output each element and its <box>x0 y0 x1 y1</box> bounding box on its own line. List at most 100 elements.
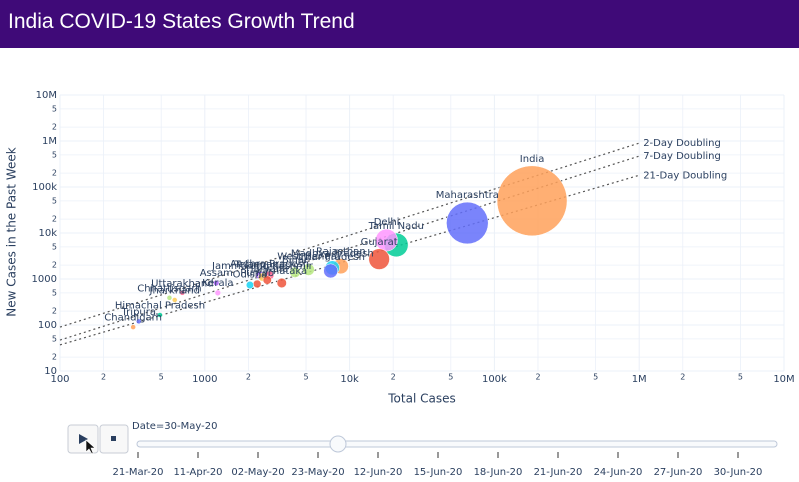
x-tick-label: 2 <box>680 373 685 382</box>
slider-current-label: Date=30-May-20 <box>132 421 217 432</box>
play-icon <box>79 434 88 444</box>
bubble <box>252 279 262 289</box>
bubble <box>130 324 136 330</box>
slider-step-label: 02-May-20 <box>231 467 284 478</box>
bubble <box>157 312 163 318</box>
bubble-label: Kerala <box>202 278 233 289</box>
x-tick-label: 1000 <box>192 374 217 385</box>
x-tick-label: 5 <box>738 373 743 382</box>
slider-step-label: 21-Mar-20 <box>113 467 164 478</box>
y-tick-label: 2 <box>52 215 57 224</box>
y-tick-label: 5 <box>52 334 57 343</box>
bubble-label: Telangana <box>233 259 285 270</box>
x-tick-label: 1M <box>632 374 647 385</box>
bubble-label: Rajasthan <box>316 247 366 258</box>
x-tick-label: 5 <box>159 373 164 382</box>
doubling-line <box>59 174 640 346</box>
bubble <box>496 165 568 237</box>
header: India COVID-19 States Growth Trend <box>0 0 799 48</box>
bubble <box>289 266 301 278</box>
bubble-label: Punjab <box>240 268 274 279</box>
slider-handle[interactable] <box>329 435 347 453</box>
bubble <box>166 295 173 301</box>
bubble-label: Karnataka <box>256 266 307 277</box>
bubble-label: Haryana <box>246 264 288 275</box>
slider-step-label: 24-Jun-20 <box>594 467 643 478</box>
bubble <box>245 281 254 289</box>
y-tick-label: 5 <box>52 104 57 113</box>
bubble <box>368 248 390 270</box>
slider-step-label: 23-May-20 <box>291 467 344 478</box>
bubble-label: Jharkhand <box>149 285 200 296</box>
bubble <box>136 318 142 325</box>
x-tick-label: 10k <box>340 374 359 385</box>
y-tick-label: 2 <box>52 261 57 270</box>
bubble-label: Tripura <box>121 307 156 318</box>
cursor <box>85 439 96 455</box>
slider-step-label: 18-Jun-20 <box>474 467 523 478</box>
page-title: India COVID-19 States Growth Trend <box>8 10 355 33</box>
slider-step-label: 15-Jun-20 <box>414 467 463 478</box>
bubble-label: Uttar Pradesh <box>296 252 365 263</box>
y-tick-label: 100 <box>38 320 57 331</box>
bubble-label: Gujarat <box>361 237 398 248</box>
bubble <box>214 289 221 296</box>
stop-icon <box>111 436 116 441</box>
x-tick-label: 100k <box>482 374 507 385</box>
x-tick-label: 2 <box>246 373 251 382</box>
y-tick-label: 1M <box>42 136 57 147</box>
y-tick-label: 5 <box>52 242 57 251</box>
bubble-label: India <box>520 154 545 165</box>
x-tick-label: 2 <box>535 373 540 382</box>
doubling-label: 7-Day Doubling <box>643 151 721 162</box>
bubble-label: Tamil Nadu <box>368 221 424 232</box>
y-tick-label: 2 <box>52 353 57 362</box>
slider-step-label: 27-Jun-20 <box>654 467 703 478</box>
bubble-label: Chhattisgarh <box>137 283 201 294</box>
bubble-label: Bihar <box>282 255 309 266</box>
bubble-label: Maharashtra <box>436 190 499 201</box>
bubble <box>179 290 186 296</box>
slider-steps: 21-Mar-20 11-Apr-20 02-May-20 23-May-20 12-J… <box>113 452 763 478</box>
bubble-label: Himachal Pradesh <box>115 300 205 311</box>
slider-step-label: 30-Jun-20 <box>714 467 763 478</box>
bubble <box>262 275 272 285</box>
bubble <box>276 277 287 288</box>
bubble <box>171 297 178 303</box>
grid <box>59 94 785 372</box>
bubble <box>446 201 489 245</box>
x-axis-title: Total Cases <box>387 392 455 406</box>
y-axis-title: New Cases in the Past Week <box>5 147 19 316</box>
bubble-label: Odisha <box>233 269 268 280</box>
x-tick-label: 2 <box>101 373 106 382</box>
bubble-label: Delhi <box>374 217 400 228</box>
x-tick-label: 5 <box>593 373 598 382</box>
y-tick-label: 2 <box>52 169 57 178</box>
bubble <box>375 228 398 252</box>
y-tick-label: 10M <box>36 90 57 101</box>
y-tick-label: 5 <box>52 150 57 159</box>
bubble <box>213 279 220 287</box>
slider-track[interactable] <box>136 440 778 448</box>
bubble-label: Uttarakhand <box>151 278 213 289</box>
slider-step-label: 21-Jun-20 <box>534 467 583 478</box>
slider-step-label: 12-Jun-20 <box>354 467 403 478</box>
y-tick-label: 10 <box>44 366 57 377</box>
y-tick-label: 2 <box>52 307 57 316</box>
y-tick-label: 100k <box>32 182 57 193</box>
y-tick-label: 10k <box>38 228 57 239</box>
bubble-label: Andhra Pradesh <box>230 259 309 270</box>
bubble <box>302 263 315 276</box>
x-tick-label: 5 <box>448 373 453 382</box>
doubling-label: 21-Day Doubling <box>643 170 727 181</box>
y-tick-label: 5 <box>52 288 57 297</box>
doubling-label: 2-Day Doubling <box>643 138 721 149</box>
y-tick-label: 2 <box>52 123 57 132</box>
bubble-label: Madhya Pradesh <box>291 249 374 260</box>
y-tick-label: 5 <box>52 196 57 205</box>
bubble-label: Chandigarh <box>104 313 162 324</box>
x-tick-label: 10M <box>773 374 794 385</box>
